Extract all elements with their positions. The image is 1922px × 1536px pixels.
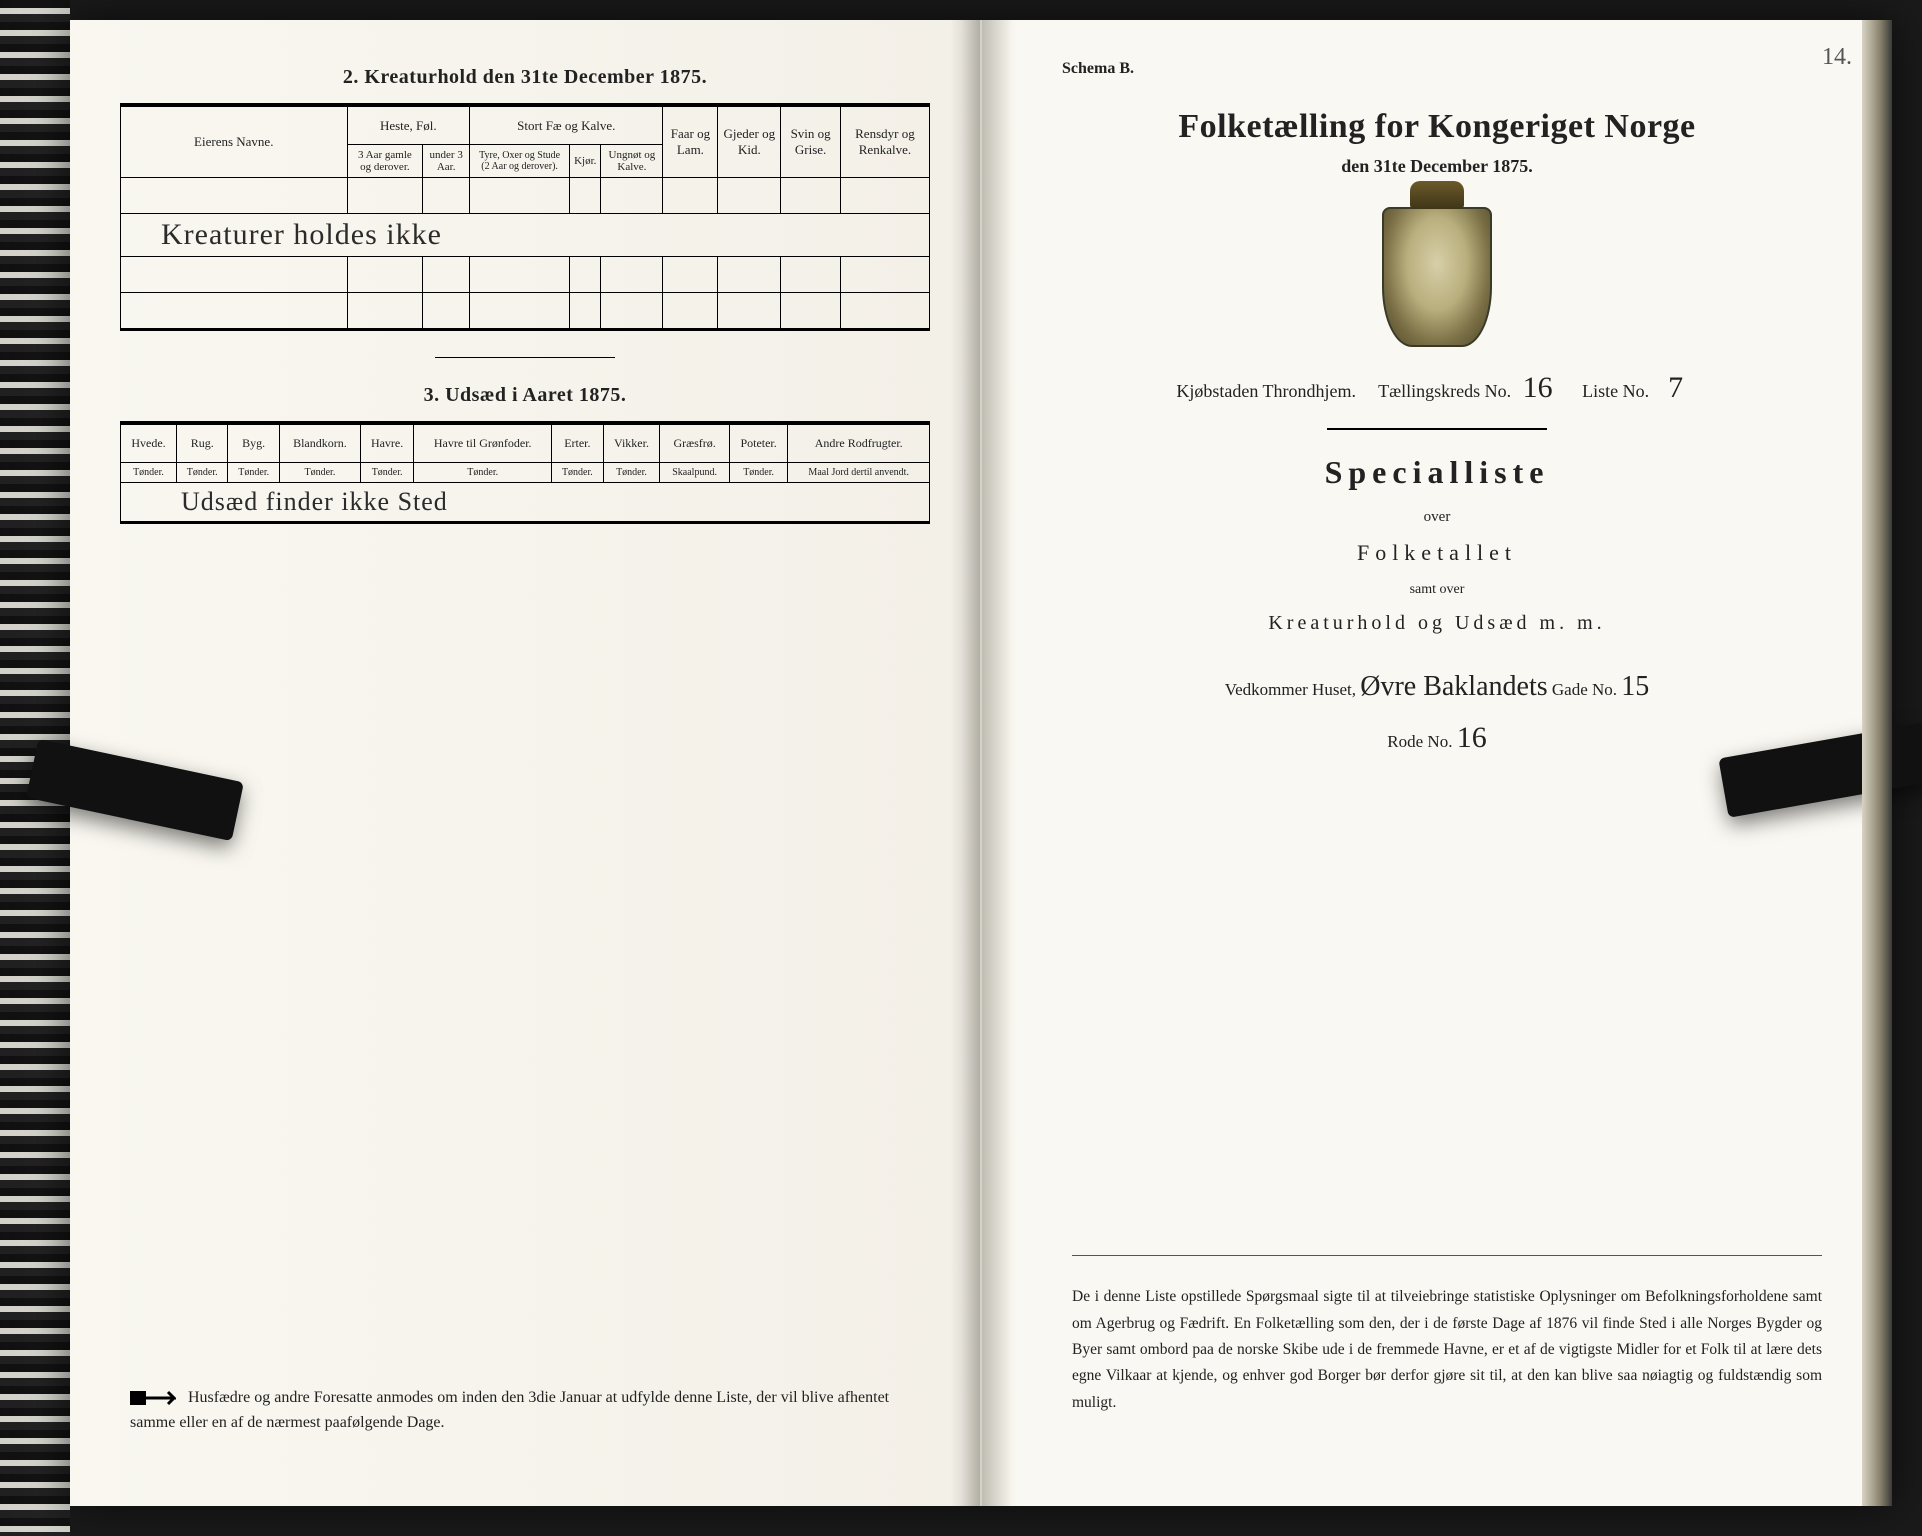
footer-text: Husfædre og andre Foresatte anmodes om i… — [130, 1389, 889, 1432]
divider — [1327, 428, 1547, 430]
rode-label: Rode No. — [1387, 732, 1452, 751]
street-handwritten: Øvre Baklandets — [1360, 671, 1547, 702]
unit-0: Tønder. — [121, 463, 177, 483]
col-8: Græsfrø. — [660, 425, 729, 463]
col-heste-a: 3 Aar gamle og derover. — [347, 145, 423, 178]
coat-of-arms-icon — [1382, 207, 1492, 347]
col-3: Blandkorn. — [279, 425, 360, 463]
udsaed-table: Hvede.Rug.Byg.Blandkorn.Havre.Havre til … — [120, 424, 930, 522]
samt-label: samt over — [1032, 582, 1842, 598]
col-4: Havre. — [360, 425, 413, 463]
district-line: Kjøbstaden Throndhjem. Tællingskreds No.… — [1032, 371, 1842, 406]
kreds-number: 16 — [1516, 371, 1560, 406]
folketallet-label: Folketallet — [1032, 540, 1842, 566]
handwritten-text: Udsæd finder ikke Sted — [181, 487, 448, 516]
table-row-handwritten: Kreaturer holdes ikke — [121, 214, 930, 257]
col-owner: Eierens Navne. — [121, 107, 348, 178]
main-title: Folketælling for Kongeriget Norge — [1032, 108, 1842, 146]
col-heste: Heste, Føl. — [347, 107, 470, 145]
col-7: Vikker. — [603, 425, 660, 463]
page-number: 14. — [1822, 44, 1852, 71]
table-row — [121, 178, 930, 214]
explanatory-paragraph: De i denne Liste opstillede Spørgsmaal s… — [1072, 1284, 1822, 1416]
unit-1: Tønder. — [176, 463, 227, 483]
open-book: 2. Kreaturhold den 31te December 1875. E… — [70, 20, 1892, 1506]
footer-note: Husfædre og andre Foresatte anmodes om i… — [130, 1385, 920, 1436]
pointing-hand-icon — [130, 1387, 176, 1409]
unit-3: Tønder. — [279, 463, 360, 483]
handwritten-text: Kreaturer holdes ikke — [161, 218, 442, 251]
rule — [120, 521, 930, 524]
col-stort-a: Tyre, Oxer og Stude (2 Aar og derover). — [470, 145, 570, 178]
schema-label: Schema B. — [1062, 60, 1842, 78]
col-2: Byg. — [228, 425, 279, 463]
table-row-handwritten: Udsæd finder ikke Sted — [121, 483, 930, 522]
kreds-label: Tællingskreds No. — [1378, 381, 1511, 401]
col-rensdyr: Rensdyr og Renkalve. — [840, 107, 929, 178]
over-label: over — [1032, 509, 1842, 526]
col-stort: Stort Fæ og Kalve. — [470, 107, 663, 145]
col-stort-b: Kjør. — [570, 145, 601, 178]
col-stort-c: Ungnøt og Kalve. — [601, 145, 663, 178]
city-label: Kjøbstaden Throndhjem. — [1176, 381, 1356, 401]
liste-label: Liste No. — [1582, 381, 1649, 401]
divider — [435, 357, 615, 358]
rode-line: Rode No. 16 — [1032, 721, 1842, 755]
col-9: Poteter. — [729, 425, 788, 463]
unit-10: Maal Jord dertil anvendt. — [788, 463, 930, 483]
col-5: Havre til Grønfoder. — [414, 425, 552, 463]
specialliste-title: Specialliste — [1032, 454, 1842, 491]
col-0: Hvede. — [121, 425, 177, 463]
col-6: Erter. — [552, 425, 603, 463]
page-edge — [1862, 20, 1892, 1506]
address-line: Vedkommer Huset, Øvre Baklandets Gade No… — [1032, 671, 1842, 703]
col-faar: Faar og Lam. — [663, 107, 718, 178]
unit-9: Tønder. — [729, 463, 788, 483]
liste-number: 7 — [1654, 371, 1698, 406]
table-row — [121, 293, 930, 329]
vedkommer-label: Vedkommer Huset, — [1225, 680, 1356, 699]
col-1: Rug. — [176, 425, 227, 463]
unit-8: Skaalpund. — [660, 463, 729, 483]
gade-label: Gade No. — [1552, 680, 1617, 699]
kreaturhold-table: Eierens Navne. Heste, Føl. Stort Fæ og K… — [120, 106, 930, 329]
rode-number: 16 — [1457, 721, 1487, 754]
kreatur-label: Kreaturhold og Udsæd m. m. — [1032, 612, 1842, 635]
page-left: 2. Kreaturhold den 31te December 1875. E… — [70, 20, 982, 1506]
page-right: 14. Schema B. Folketælling for Kongerige… — [982, 20, 1892, 1506]
table-row — [121, 257, 930, 293]
col-gjeder: Gjeder og Kid. — [718, 107, 781, 178]
unit-4: Tønder. — [360, 463, 413, 483]
subtitle-date: den 31te December 1875. — [1032, 156, 1842, 177]
unit-5: Tønder. — [414, 463, 552, 483]
gade-number: 15 — [1621, 671, 1649, 702]
col-heste-b: under 3 Aar. — [423, 145, 470, 178]
section2-title: 2. Kreaturhold den 31te December 1875. — [120, 66, 930, 89]
unit-2: Tønder. — [228, 463, 279, 483]
divider — [1072, 1255, 1822, 1256]
unit-7: Tønder. — [603, 463, 660, 483]
section3-title: 3. Udsæd i Aaret 1875. — [120, 384, 930, 407]
col-svin: Svin og Grise. — [781, 107, 841, 178]
col-10: Andre Rodfrugter. — [788, 425, 930, 463]
rule — [120, 328, 930, 331]
unit-6: Tønder. — [552, 463, 603, 483]
